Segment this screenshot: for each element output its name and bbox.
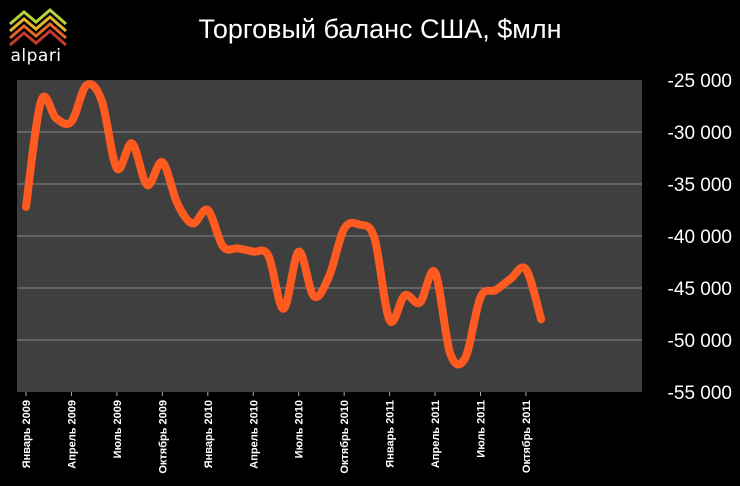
series-line <box>22 80 546 369</box>
y-tick-label: -45 000 <box>668 279 732 300</box>
x-tick-label: Июль 2010 <box>294 400 306 458</box>
y-tick-label: -40 000 <box>668 227 732 248</box>
x-tick-label: Октябрь 2010 <box>339 400 351 474</box>
y-tick-label: -30 000 <box>668 123 732 144</box>
x-tick-label: Июль 2011 <box>476 400 488 458</box>
brand-name: alpari <box>10 46 62 66</box>
x-tick-label: Октябрь 2011 <box>521 400 533 473</box>
x-tick-label: Октябрь 2009 <box>157 400 169 474</box>
x-tick-label: Апрель 2009 <box>66 400 78 469</box>
y-tick-label: -25 000 <box>668 71 732 92</box>
y-tick-label: -55 000 <box>668 383 732 404</box>
x-tick-label: Январь 2011 <box>385 400 397 468</box>
alpari-logo-icon <box>9 8 67 47</box>
y-tick-label: -50 000 <box>668 331 732 352</box>
y-tick-label: -35 000 <box>668 175 732 196</box>
x-tick-label: Апрель 2011 <box>430 400 442 468</box>
x-tick-label: Январь 2009 <box>21 400 33 468</box>
alpari-logo <box>6 4 70 70</box>
x-tick-label: Январь 2010 <box>203 400 215 468</box>
x-tick-label: Апрель 2010 <box>248 400 260 469</box>
chart-title: Торговый баланс США, $млн <box>198 14 562 44</box>
x-tick-label: Июль 2009 <box>112 400 124 458</box>
